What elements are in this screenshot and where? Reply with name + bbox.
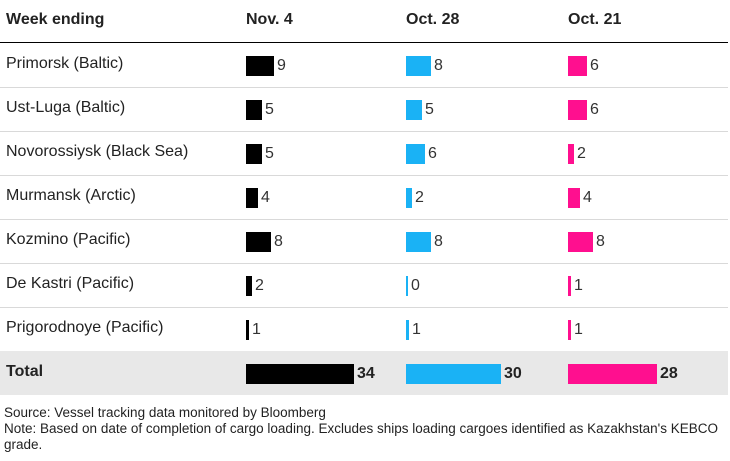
value-label-nov-4: 2 [255, 277, 264, 294]
bar-oct-21 [568, 144, 574, 164]
row-label: Ust-Luga (Baltic) [6, 99, 126, 116]
row-label: Primorsk (Baltic) [6, 55, 124, 72]
value-label-oct-21: 8 [596, 233, 605, 250]
value-label-oct-21: 2 [577, 145, 586, 162]
value-label-nov-4: 1 [252, 321, 261, 338]
value-label-nov-4: 5 [265, 145, 274, 162]
column-header-oct-28: Oct. 28 [406, 11, 460, 28]
table-row: Novorossiysk (Black Sea) 5 6 2 [0, 131, 728, 176]
bar-oct-28 [406, 56, 431, 76]
column-header-oct-21: Oct. 21 [568, 11, 622, 28]
value-label-nov-4: 8 [274, 233, 283, 250]
bar-nov-4 [246, 144, 262, 164]
row-label: Prigorodnoye (Pacific) [6, 319, 164, 336]
footer: Source: Vessel tracking data monitored b… [4, 405, 724, 453]
bar-oct-28 [406, 364, 501, 384]
value-label-nov-4: 34 [357, 365, 375, 382]
bar-oct-21 [568, 276, 571, 296]
value-label-nov-4: 9 [277, 57, 286, 74]
bar-nov-4 [246, 232, 271, 252]
value-label-oct-21: 1 [574, 277, 583, 294]
bar-nov-4 [246, 276, 252, 296]
value-label-oct-28: 1 [412, 321, 421, 338]
total-label: Total [6, 363, 44, 380]
column-header-nov-4: Nov. 4 [246, 11, 293, 28]
value-label-oct-28: 0 [411, 277, 420, 294]
value-label-oct-21: 4 [583, 189, 592, 206]
value-label-oct-21: 28 [660, 365, 678, 382]
row-label-header: Week ending [6, 11, 105, 28]
value-label-oct-21: 6 [590, 57, 599, 74]
bar-oct-28 [406, 232, 431, 252]
bar-oct-28 [406, 276, 408, 296]
table-row: De Kastri (Pacific) 2 0 1 [0, 263, 728, 308]
source-note: Source: Vessel tracking data monitored b… [4, 405, 326, 420]
table-row: Prigorodnoye (Pacific) 1 1 1 [0, 307, 728, 352]
table-row: Primorsk (Baltic) 9 8 6 [0, 43, 728, 88]
bar-oct-21 [568, 188, 580, 208]
bar-oct-21 [568, 232, 593, 252]
value-label-oct-28: 6 [428, 145, 437, 162]
bar-nov-4 [246, 56, 274, 76]
value-label-oct-21: 6 [590, 101, 599, 118]
bar-oct-21 [568, 56, 587, 76]
row-label: Novorossiysk (Black Sea) [6, 143, 189, 160]
bar-nov-4 [246, 188, 258, 208]
bar-oct-28 [406, 188, 412, 208]
bar-oct-28 [406, 100, 422, 120]
value-label-oct-28: 5 [425, 101, 434, 118]
bar-oct-21 [568, 320, 571, 340]
bar-nov-4 [246, 100, 262, 120]
methodology-note: Note: Based on date of completion of car… [4, 421, 719, 452]
total-row: Total 34 30 28 [0, 351, 728, 395]
table-row: Kozmino (Pacific) 8 8 8 [0, 219, 728, 264]
value-label-nov-4: 5 [265, 101, 274, 118]
bar-oct-28 [406, 144, 425, 164]
table-header: Week ending Nov. 4 Oct. 28 Oct. 21 [0, 0, 728, 43]
value-label-oct-28: 30 [504, 365, 522, 382]
bar-oct-21 [568, 364, 657, 384]
row-label: Kozmino (Pacific) [6, 231, 131, 248]
bar-nov-4 [246, 320, 249, 340]
value-label-oct-28: 8 [434, 57, 443, 74]
row-label: De Kastri (Pacific) [6, 275, 135, 292]
bar-oct-28 [406, 320, 409, 340]
bar-nov-4 [246, 364, 354, 384]
table-row: Ust-Luga (Baltic) 5 5 6 [0, 87, 728, 132]
value-label-oct-28: 8 [434, 233, 443, 250]
row-label: Murmansk (Arctic) [6, 187, 136, 204]
bar-oct-21 [568, 100, 587, 120]
value-label-oct-28: 2 [415, 189, 424, 206]
value-label-oct-21: 1 [574, 321, 583, 338]
value-label-nov-4: 4 [261, 189, 270, 206]
table-row: Murmansk (Arctic) 4 2 4 [0, 175, 728, 220]
